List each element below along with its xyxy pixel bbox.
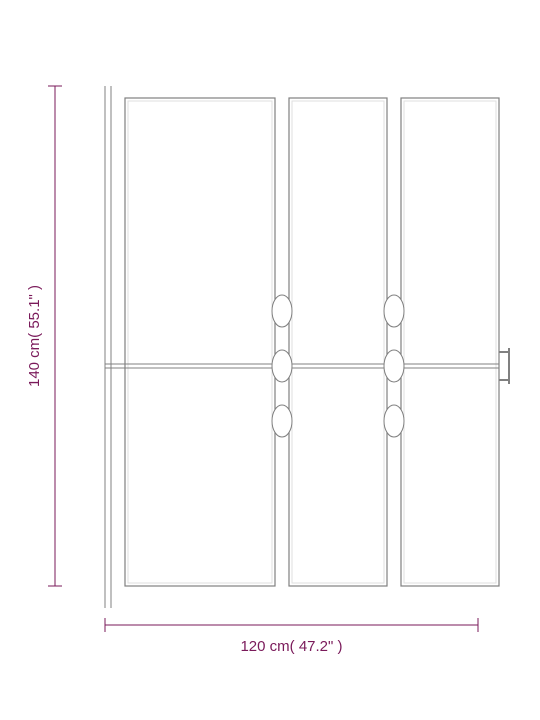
hinge — [384, 405, 404, 437]
diagram-svg: 140 cm( 55.1" ) 120 cm( 47.2" ) — [0, 0, 540, 720]
shower-screen — [105, 86, 509, 608]
width-label: 120 cm( 47.2" ) — [240, 638, 342, 655]
hinge — [384, 295, 404, 327]
panel-3 — [401, 98, 499, 586]
hinge — [272, 405, 292, 437]
panel-1 — [125, 98, 275, 586]
hinge — [272, 295, 292, 327]
panel-2 — [289, 98, 387, 586]
diagram-stage: 140 cm( 55.1" ) 120 cm( 47.2" ) — [0, 0, 540, 720]
hinge — [384, 350, 404, 382]
height-label: 140 cm( 55.1" ) — [26, 285, 43, 387]
hinge — [272, 350, 292, 382]
